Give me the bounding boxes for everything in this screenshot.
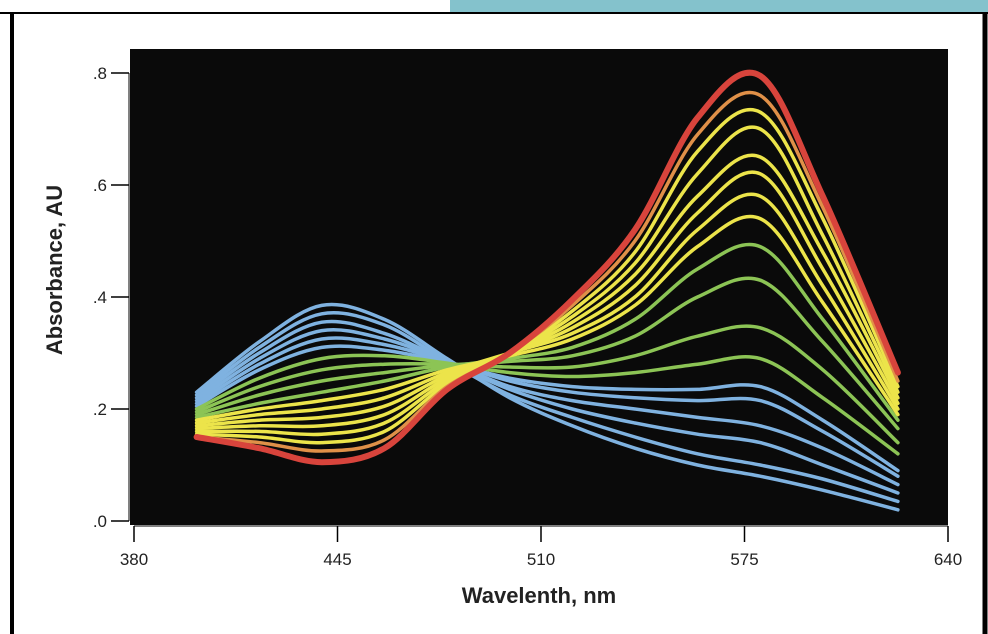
y-axis-title: Absorbance, AU — [42, 185, 67, 355]
x-tick-label: 640 — [934, 550, 962, 569]
y-tick-label: .6 — [93, 176, 107, 195]
series-line-15 — [194, 125, 900, 437]
series-line-7 — [194, 353, 900, 456]
series-line-3 — [194, 319, 900, 495]
series-line-17 — [194, 90, 900, 453]
y-tick-label: .2 — [93, 400, 107, 419]
x-tick-label: 380 — [120, 550, 148, 569]
x-axis: 380 445 510 575 640 — [120, 525, 962, 569]
series-line-13 — [194, 170, 900, 428]
y-tick-label: .4 — [93, 288, 107, 307]
y-tick-label: .0 — [93, 512, 107, 531]
series-line-2 — [194, 311, 900, 504]
series-line-16 — [194, 107, 900, 445]
series-line-12 — [194, 192, 900, 425]
series-lines — [193, 69, 901, 512]
series-line-18 — [193, 69, 901, 466]
series-line-11 — [194, 214, 900, 422]
y-axis: .0 .2 .4 .6 .8 — [93, 64, 130, 531]
series-line-4 — [194, 327, 900, 487]
series-line-8 — [194, 324, 900, 445]
series-line-5 — [194, 336, 900, 478]
series-line-6 — [194, 344, 900, 473]
x-tick-label: 510 — [527, 550, 555, 569]
series-line-10 — [194, 242, 900, 422]
x-tick-label: 445 — [323, 550, 351, 569]
x-axis-title: Wavelenth, nm — [462, 583, 616, 608]
x-tick-label: 575 — [730, 550, 758, 569]
series-line-9 — [194, 276, 900, 431]
series-line-14 — [194, 153, 900, 431]
y-tick-label: .8 — [93, 64, 107, 83]
top-banner — [450, 0, 988, 13]
series-line-1 — [194, 302, 900, 512]
